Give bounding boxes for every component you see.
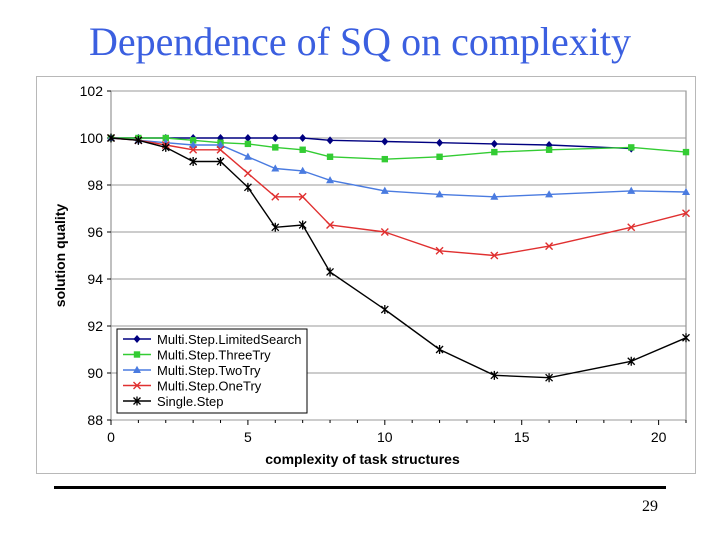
data-point bbox=[545, 190, 554, 198]
legend-label: Multi.Step.ThreeTry bbox=[157, 348, 271, 363]
data-point bbox=[326, 136, 334, 145]
legend-marker bbox=[133, 351, 141, 358]
data-point bbox=[298, 166, 307, 174]
data-point bbox=[243, 169, 252, 178]
footer-divider bbox=[54, 486, 666, 489]
data-point bbox=[545, 242, 554, 251]
y-tick-label: 94 bbox=[87, 271, 103, 287]
data-point bbox=[435, 345, 444, 354]
data-point bbox=[436, 138, 444, 147]
data-point bbox=[244, 140, 252, 148]
legend-label: Multi.Step.LimitedSearch bbox=[157, 332, 302, 347]
data-point bbox=[189, 145, 198, 154]
data-point bbox=[627, 223, 636, 232]
data-point bbox=[435, 190, 444, 198]
data-point bbox=[216, 145, 225, 154]
x-tick-label: 0 bbox=[107, 429, 115, 445]
data-point bbox=[682, 148, 690, 156]
slide-title: Dependence of SQ on complexity bbox=[88, 19, 632, 64]
data-point bbox=[271, 222, 280, 232]
legend-label: Single.Step bbox=[157, 394, 224, 409]
y-tick-label: 92 bbox=[87, 318, 103, 334]
data-point bbox=[134, 135, 143, 145]
data-point bbox=[298, 192, 307, 201]
data-point bbox=[271, 164, 280, 172]
data-point bbox=[545, 373, 554, 383]
data-point bbox=[436, 153, 443, 160]
data-point bbox=[299, 146, 306, 153]
data-point bbox=[271, 192, 280, 201]
data-point bbox=[490, 139, 498, 148]
x-tick-label: 15 bbox=[514, 429, 530, 445]
data-point bbox=[216, 140, 225, 149]
legend-box bbox=[116, 328, 308, 414]
data-point bbox=[682, 209, 690, 218]
x-tick-label: 10 bbox=[377, 429, 393, 445]
legend-marker bbox=[133, 365, 141, 373]
y-tick-label: 98 bbox=[87, 177, 103, 193]
data-point bbox=[189, 137, 197, 144]
data-point bbox=[161, 142, 170, 152]
data-point bbox=[298, 220, 307, 230]
data-point bbox=[243, 182, 252, 192]
data-point bbox=[682, 187, 690, 196]
data-point bbox=[271, 134, 279, 142]
y-tick-label: 88 bbox=[87, 412, 103, 428]
data-point bbox=[545, 146, 553, 153]
line-chart: 88 90 92 94 96 98 100 102 0 5 10 15 20 complexity of … bbox=[52, 83, 690, 467]
legend-marker bbox=[133, 335, 141, 343]
data-point bbox=[244, 134, 252, 142]
data-point bbox=[189, 157, 198, 166]
data-point bbox=[107, 133, 115, 143]
data-point bbox=[162, 134, 169, 142]
data-point bbox=[380, 186, 389, 194]
data-point bbox=[490, 251, 499, 260]
data-point bbox=[490, 370, 499, 380]
legend-label: Multi.Step.OneTry bbox=[157, 379, 262, 394]
x-tick-label: 5 bbox=[244, 429, 252, 445]
page-number: 29 bbox=[642, 498, 658, 515]
data-point bbox=[326, 176, 335, 184]
y-tick-label: 100 bbox=[80, 130, 104, 146]
data-point bbox=[381, 155, 389, 163]
data-point bbox=[380, 228, 389, 236]
data-point bbox=[326, 267, 335, 277]
data-point bbox=[682, 333, 690, 343]
data-point bbox=[435, 246, 444, 255]
y-tick-label: 96 bbox=[87, 224, 103, 240]
data-point bbox=[272, 144, 279, 151]
legend-label: Multi.Step.TwoTry bbox=[157, 363, 261, 378]
data-point bbox=[380, 305, 389, 315]
legend-marker bbox=[133, 396, 141, 406]
y-axis-title: solution quality bbox=[52, 204, 68, 308]
chart-container: 88 90 92 94 96 98 100 102 0 5 10 15 20 complexity of … bbox=[36, 76, 696, 474]
data-point bbox=[299, 134, 307, 142]
y-tick-label: 90 bbox=[87, 365, 103, 381]
data-point bbox=[490, 192, 499, 200]
data-point bbox=[326, 153, 334, 160]
data-point bbox=[243, 152, 252, 160]
data-point bbox=[216, 157, 225, 166]
legend-marker bbox=[133, 381, 141, 390]
data-point bbox=[381, 137, 389, 146]
y-tick-label: 102 bbox=[80, 83, 104, 99]
data-point bbox=[189, 140, 198, 149]
data-point bbox=[491, 148, 498, 156]
data-point bbox=[628, 144, 635, 151]
data-point bbox=[627, 186, 636, 194]
x-axis-title: complexity of task structures bbox=[265, 451, 460, 467]
data-point bbox=[326, 220, 335, 229]
data-point bbox=[627, 356, 636, 366]
x-tick-label: 20 bbox=[651, 429, 667, 445]
